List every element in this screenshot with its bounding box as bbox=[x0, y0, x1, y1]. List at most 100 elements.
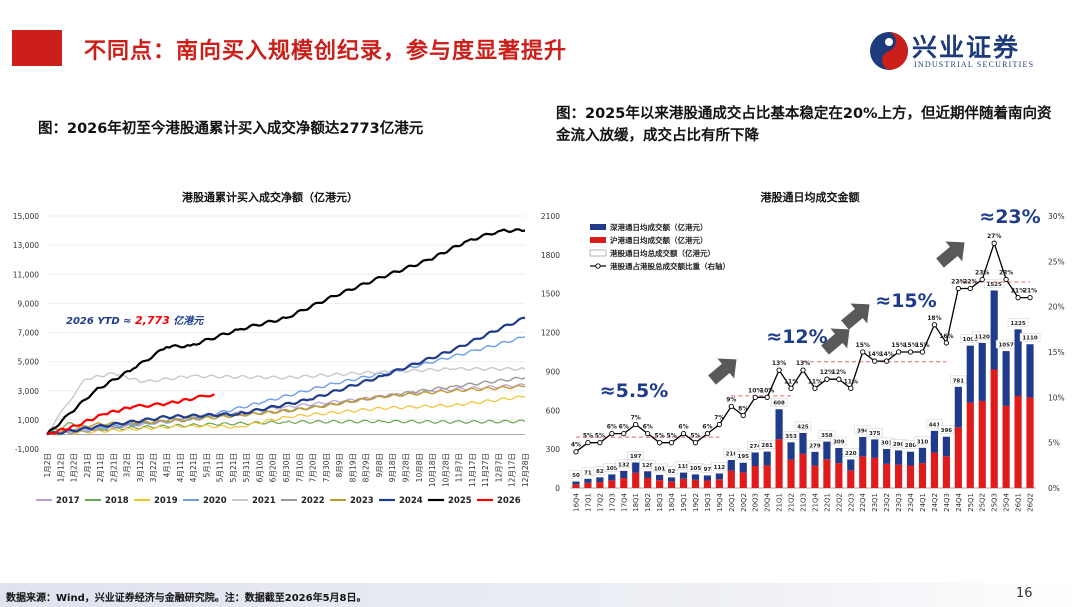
ratio-label: 12% bbox=[832, 369, 846, 376]
bar-total-label: 394 bbox=[857, 428, 869, 434]
bar-shenzhen bbox=[727, 460, 735, 471]
ratio-point bbox=[680, 430, 687, 437]
x-tick-label: 4月11日 bbox=[176, 453, 185, 482]
x-tick-label: 2月1日 bbox=[83, 453, 92, 478]
x-tick-label: 1月12日 bbox=[56, 453, 65, 482]
x-tick-label: 21Q3 bbox=[800, 493, 808, 512]
x-tick-label: 24Q3 bbox=[943, 493, 951, 512]
growth-annotation: ≈15% bbox=[875, 290, 936, 312]
x-tick-label: 21Q2 bbox=[788, 493, 796, 512]
bar-total-label-box bbox=[830, 436, 848, 446]
ratio-label: 5% bbox=[655, 433, 665, 440]
ratio-label: 23% bbox=[975, 269, 989, 276]
bar-shanghai bbox=[667, 481, 676, 488]
y-left-tick-label: 900 bbox=[546, 367, 561, 376]
x-tick-label: 18Q3 bbox=[656, 493, 664, 512]
bar-total-label: 1057 bbox=[998, 343, 1013, 349]
x-tick-label: 25Q2 bbox=[979, 493, 987, 512]
x-tick-label: 22Q1 bbox=[823, 493, 831, 512]
bar-total-label: 1120 bbox=[975, 334, 990, 340]
x-tick-label: 19Q2 bbox=[692, 493, 700, 512]
ratio-label: 7% bbox=[714, 415, 724, 422]
left-figure-caption: 图：2026年初至今港股通累计买入成交净额达2773亿港元 bbox=[38, 121, 424, 137]
right-figure-caption: 图：2025年以来港股通成交占比基本稳定在20%上方，但近期伴随着南向资金流入放… bbox=[556, 106, 1052, 144]
ratio-point bbox=[991, 240, 997, 246]
bar-shanghai bbox=[871, 457, 879, 488]
ratio-point bbox=[812, 385, 818, 391]
legend-label-2025: 2025 bbox=[448, 496, 472, 506]
ratio-label: 21% bbox=[1023, 288, 1037, 295]
ratio-label: 9% bbox=[726, 396, 736, 403]
y-tick-label: 5,000 bbox=[18, 358, 40, 367]
x-tick-label: 5月11日 bbox=[216, 453, 225, 482]
bar-shanghai bbox=[596, 482, 604, 488]
bar-shenzhen bbox=[620, 470, 628, 479]
bar-shanghai bbox=[895, 464, 903, 488]
ratio-label: 15% bbox=[903, 342, 917, 349]
bar-total-label: 353 bbox=[785, 434, 797, 440]
logo-cn-text: 兴业证券 bbox=[912, 33, 1021, 62]
x-tick-label: 11月17日 bbox=[468, 453, 477, 487]
trend-arrow-shape bbox=[936, 241, 965, 268]
x-tick-label: 3月22日 bbox=[149, 453, 158, 482]
bar-shenzhen bbox=[751, 452, 759, 466]
legend-label-2017: 2017 bbox=[56, 496, 80, 506]
bar-shenzhen bbox=[859, 436, 867, 457]
trend-arrow-shape bbox=[708, 358, 737, 385]
bar-total-label-box bbox=[711, 462, 728, 471]
x-tick-label: 25Q3 bbox=[991, 493, 999, 512]
bar-shenzhen bbox=[930, 430, 939, 453]
bar-total-label: 97 bbox=[704, 467, 712, 473]
ratio-label: 6% bbox=[678, 424, 688, 431]
bar-total-label-box bbox=[818, 430, 836, 439]
ratio-label: 6% bbox=[607, 424, 617, 431]
bar-total-label-box bbox=[735, 451, 752, 460]
ratio-point bbox=[907, 349, 914, 355]
x-tick-label: 7月10日 bbox=[295, 453, 304, 482]
x-tick-label: 7月30日 bbox=[322, 453, 331, 482]
x-tick-label: 6月10日 bbox=[255, 453, 264, 482]
x-tick-label: 21Q4 bbox=[811, 492, 819, 511]
footer-bar bbox=[0, 583, 1080, 607]
bar-total-label: 197 bbox=[630, 454, 642, 460]
x-tick-label: 26Q2 bbox=[1027, 493, 1035, 512]
bar-shenzhen bbox=[644, 471, 652, 478]
bar-total-label-box bbox=[983, 279, 1005, 288]
bar-shenzhen bbox=[572, 481, 580, 485]
x-tick-label: 17Q4 bbox=[620, 492, 628, 511]
bar-total-label: 132 bbox=[618, 462, 630, 468]
trend-arrow-shape bbox=[821, 328, 850, 355]
bar-total-label: 105 bbox=[690, 466, 702, 472]
ratio-label: 13% bbox=[796, 360, 810, 367]
bar-shanghai bbox=[763, 465, 771, 488]
ratio-label: 15% bbox=[856, 342, 870, 349]
bar-total-label: 1525 bbox=[987, 282, 1002, 288]
x-tick-label: 2月21日 bbox=[109, 453, 118, 482]
ratio-point bbox=[692, 440, 699, 446]
ratio-point bbox=[621, 430, 627, 437]
bar-total-label: 112 bbox=[714, 465, 726, 471]
x-tick-label: 25Q1 bbox=[967, 493, 975, 512]
bar-total-label-box bbox=[794, 421, 812, 431]
bar-shenzhen bbox=[763, 451, 771, 466]
bar-shanghai bbox=[715, 479, 723, 488]
bar-total-label: 82 bbox=[668, 469, 676, 475]
x-tick-label: 23Q3 bbox=[895, 493, 903, 512]
ratio-point bbox=[836, 376, 842, 382]
ratio-point bbox=[931, 322, 938, 328]
bar-total-label: 375 bbox=[869, 431, 881, 437]
x-tick-label: 20Q2 bbox=[740, 493, 748, 512]
cumulative-net-buy-svg: 港股通累计买入成交净额（亿港元） -1,000 1,000 3,000 5,000 7,0… bbox=[13, 190, 530, 506]
bar-total-label: 216 bbox=[726, 452, 738, 458]
legend-label-2024: 2024 bbox=[399, 496, 423, 506]
ratio-label: 5% bbox=[583, 433, 593, 440]
x-tick-label: 9月18日 bbox=[388, 453, 397, 482]
x-tick-label: 21Q1 bbox=[776, 493, 784, 512]
bar-total-label-box bbox=[866, 428, 883, 437]
ratio-point bbox=[1003, 276, 1009, 283]
y-right-tick-label: 15% bbox=[1048, 348, 1065, 357]
legend-label-2020: 2020 bbox=[203, 496, 227, 506]
bar-total-label: 82 bbox=[596, 469, 604, 475]
bar-total-label-box bbox=[770, 397, 788, 407]
ratio-point bbox=[573, 449, 579, 455]
